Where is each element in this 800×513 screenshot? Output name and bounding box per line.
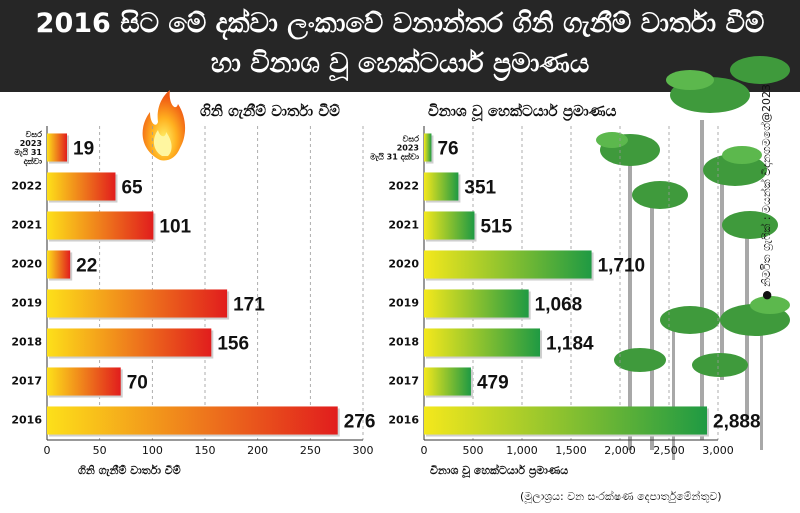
bar (47, 133, 68, 162)
x-tick-label: 1,000 (506, 444, 538, 457)
category-label: 2017 (11, 375, 42, 388)
category-label: 2021 (388, 219, 419, 232)
bar (424, 133, 432, 162)
x-tick-label: 150 (195, 444, 216, 457)
category-label: 2016 (11, 414, 42, 427)
category-label: 2022 (11, 180, 42, 193)
x-tick-label: 3,000 (702, 444, 734, 457)
bar (424, 367, 471, 396)
fire-reports-chart: 0 50 100 150 200 250 300 19 වසර 2023 මැයි 31 දක්වා 6… (11, 126, 375, 457)
category-label: 2018 (11, 336, 42, 349)
x-tick-label: 500 (463, 444, 484, 457)
title-line-1: 2016 සිට මේ දක්වා ලංකාවේ වනාන්තර ගිනි ගැ… (35, 8, 765, 39)
bar-value-label: 2,888 (713, 412, 761, 433)
x-tick-label: 50 (93, 444, 107, 457)
left-x-axis-title: ගිනි ගැනීම් වාර්තා වීම් (78, 464, 181, 477)
bar-value-label: 515 (480, 217, 512, 238)
bar-value-label: 1,710 (598, 256, 646, 277)
bar (424, 328, 541, 357)
bar-value-label: 22 (76, 256, 97, 277)
category-label: 2022 (388, 180, 419, 193)
trees-illustration (596, 56, 790, 460)
category-label: 2019 (11, 297, 42, 310)
x-tick-label: 250 (300, 444, 321, 457)
category-label: වසර 2023 මැයි 31 දක්වා (370, 134, 419, 163)
bar (424, 406, 708, 435)
hectares-destroyed-chart: 0 500 1,000 1,500 2,000 2,500 3,000 76 වසර 2023 මැ… (370, 126, 761, 457)
bar-value-label: 171 (233, 295, 265, 316)
category-label: වසර 2023 මැයි 31 දක්වා (14, 129, 42, 167)
left-chart-title: ගිනි ගැනීම් වාර්තා වීම් (200, 102, 340, 120)
title-line-2: හා විනාශ වූ හෙක්ටයාර් ප්‍රමාණය (210, 48, 590, 79)
category-label: 2020 (11, 258, 42, 271)
bar-value-label: 65 (121, 178, 143, 199)
bar-value-label: 1,068 (535, 295, 583, 316)
x-tick-label: 2,000 (604, 444, 636, 457)
bar (47, 367, 121, 396)
category-label: 2019 (388, 297, 419, 310)
x-tick-label: 200 (247, 444, 268, 457)
bar-value-label: 76 (437, 139, 458, 160)
source-note: (මූලාශ්‍රය: වන සංරක්ෂණ දෙපාර්තුමේන්තුව) (520, 490, 722, 503)
bar (47, 211, 154, 240)
x-tick-label: 0 (44, 444, 51, 457)
bar-value-label: 101 (159, 217, 191, 238)
bar (424, 172, 459, 201)
bar-value-label: 156 (217, 334, 249, 355)
bar-value-label: 19 (73, 139, 94, 160)
bar (47, 172, 116, 201)
bar (47, 289, 228, 318)
bar-value-label: 479 (477, 373, 509, 394)
bar (424, 250, 592, 279)
x-tick-label: 2,500 (653, 444, 685, 457)
category-label: 2020 (388, 258, 419, 271)
graphic-credit: ● නිර්මිත ග්‍රැෆික් : මයන්ක් විදානගමගේ@2… (760, 83, 773, 300)
title-banner: 2016 සිට මේ දක්වා ලංකාවේ වනාන්තර ගිනි ගැ… (0, 0, 800, 92)
bar (47, 250, 71, 279)
right-x-axis-title: විනාශ වූ හෙක්ටයාර් ප්‍රමාණය (430, 464, 569, 477)
bar-value-label: 276 (344, 412, 376, 433)
x-tick-label: 1,500 (555, 444, 587, 457)
bar (424, 211, 475, 240)
bar (47, 406, 338, 435)
category-label: 2018 (388, 336, 419, 349)
x-tick-label: 100 (142, 444, 163, 457)
right-chart-title: විනාශ වූ හෙක්ටයාර් ප්‍රමාණය (428, 102, 617, 120)
category-label: 2016 (388, 414, 419, 427)
x-tick-label: 0 (421, 444, 428, 457)
category-label: 2021 (11, 219, 42, 232)
x-tick-label: 300 (353, 444, 374, 457)
flame-icon (142, 90, 186, 161)
bar-value-label: 1,184 (546, 334, 594, 355)
bar (47, 328, 212, 357)
bar (424, 289, 529, 318)
bar-value-label: 70 (127, 373, 148, 394)
bar-value-label: 351 (464, 178, 496, 199)
category-label: 2017 (388, 375, 419, 388)
